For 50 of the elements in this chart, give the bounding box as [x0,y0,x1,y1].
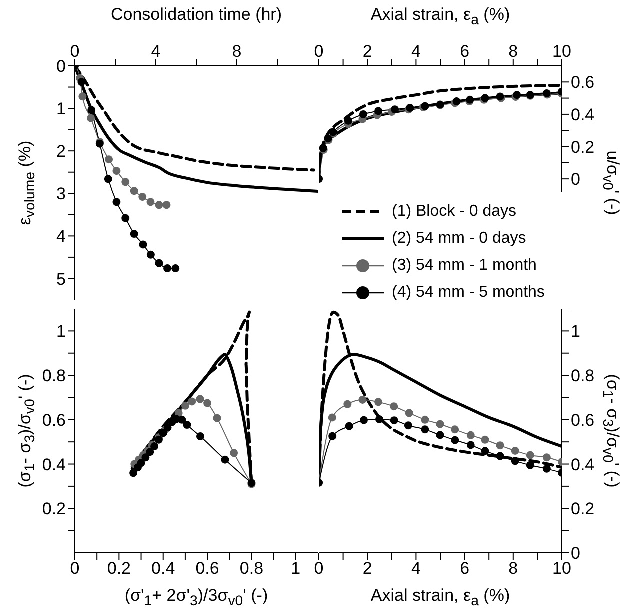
y-tick-label: 0.8 [42,366,66,386]
y2-tick-label: 0.2 [571,500,595,519]
y2-tick-label: 0.2 [571,138,595,157]
legend-label: (1) Block - 0 days [392,202,516,220]
x-axis-title: (σ'$_{1}$+ 2σ'$_{3}$)/3σ$_{v0}$' (-) [124,586,268,612]
x-tick-label: 6 [460,42,470,61]
y-tick-label: 0.2 [42,500,66,519]
x-tick-label: 0.2 [107,559,131,578]
x-tick-label: 8 [508,42,518,61]
x-tick-label: 0 [70,42,80,61]
y-tick-label: 2 [56,142,66,162]
x-tick-label: 4 [151,42,161,61]
y-tick-label: 1 [56,322,66,342]
y2-tick-label: 0.6 [571,73,595,92]
y2-tick-label: 1 [571,322,580,342]
x-tick-label: 8 [508,559,518,578]
y2-tick-label: 0 [571,170,580,190]
y-tick-label: 5 [56,270,66,289]
y-tick-label: 4 [56,227,66,246]
y-tick-label: 3 [56,184,66,204]
x-tick-label: 2 [362,42,372,61]
y-tick-label: 0.6 [42,410,66,430]
y2-tick-label: 0.8 [571,366,595,386]
legend-label: (4) 54 mm - 5 months [392,284,545,302]
legend-label: (3) 54 mm - 1 month [392,256,537,274]
y2-tick-label: 0.4 [571,105,595,124]
x-tick-label: 8 [232,42,242,61]
x-tick-label: 2 [362,559,372,578]
x-tick-label: 0 [314,42,324,61]
x-tick-label: 10 [552,559,572,578]
x-tick-label: 10 [552,42,572,61]
y-tick-label: 1 [56,100,66,119]
y2-tick-label: 0 [571,544,580,564]
x-tick-label: 6 [460,559,470,578]
y2-tick-label: 0.4 [571,455,595,474]
x-tick-label: 0.8 [240,559,264,578]
x-tick-label: 4 [411,42,421,61]
x-axis-title: Axial strain, ε$_{a}$ (%) [370,5,510,30]
x-tick-label: 1 [291,559,301,578]
x-tick-label: 0.4 [152,559,176,578]
x-tick-label: 0 [70,559,80,578]
y2-tick-label: 0.6 [571,410,595,430]
x-tick-label: 4 [411,559,421,578]
x-axis-title: Axial strain, ε$_{a}$ (%) [370,586,510,612]
x-tick-label: 0.6 [196,559,220,578]
y-tick-label: 0.4 [42,455,66,474]
x-tick-label: 0 [314,559,324,578]
legend-label: (2) 54 mm - 0 days [392,230,526,248]
y-tick-label: 0 [56,57,66,76]
x-axis-title: Consolidation time (hr) [110,5,282,25]
